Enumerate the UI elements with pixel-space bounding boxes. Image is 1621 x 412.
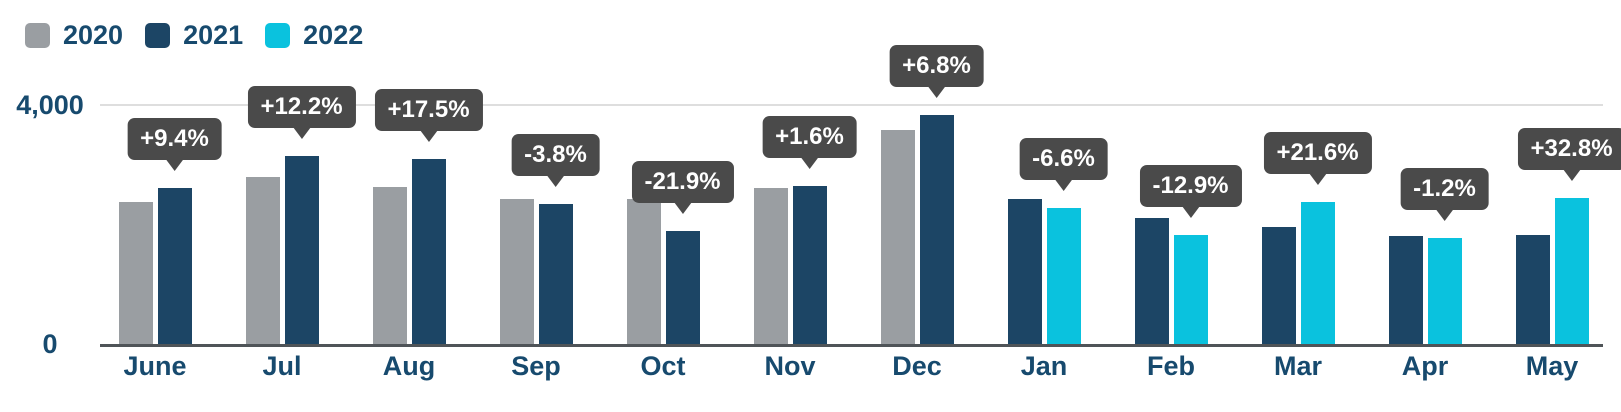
x-tick-jan: Jan xyxy=(1020,351,1068,381)
annotation-label: +21.6% xyxy=(1263,132,1372,175)
chart-legend: 2020 2021 2022 xyxy=(25,22,363,49)
x-axis-line xyxy=(100,344,1603,347)
x-tick-june: June xyxy=(123,351,187,381)
y-tick-0: 0 xyxy=(42,329,58,359)
bar-feb-2021[interactable] xyxy=(1134,218,1169,345)
annotation-dec: +6.8% xyxy=(889,44,984,98)
bar-sep-2021[interactable] xyxy=(538,204,573,345)
bar-sep-2020[interactable] xyxy=(499,198,534,345)
annotation-arrow-icon xyxy=(673,201,692,214)
bar-oct-2020[interactable] xyxy=(626,198,661,345)
bar-dec-2020[interactable] xyxy=(880,129,915,345)
annotation-aug: +17.5% xyxy=(374,88,483,142)
legend-item-2021[interactable]: 2021 xyxy=(145,22,243,49)
annotation-arrow-icon xyxy=(1308,173,1327,186)
annotation-jan: -6.6% xyxy=(1019,138,1108,192)
annotation-arrow-icon xyxy=(1435,208,1454,221)
bar-feb-2022[interactable] xyxy=(1173,234,1208,345)
annotation-feb: -12.9% xyxy=(1139,164,1242,218)
annotation-label: -1.2% xyxy=(1400,167,1489,210)
bar-nov-2021[interactable] xyxy=(792,185,827,345)
bar-apr-2022[interactable] xyxy=(1427,237,1462,345)
annotation-arrow-icon xyxy=(1054,179,1073,192)
annotation-label: +9.4% xyxy=(127,118,222,161)
x-tick-aug: Aug xyxy=(382,351,436,381)
bar-jan-2021[interactable] xyxy=(1007,198,1042,345)
annotation-label: +17.5% xyxy=(374,88,483,131)
annotation-sep: -3.8% xyxy=(511,134,600,188)
annotation-june: +9.4% xyxy=(127,118,222,172)
annotation-arrow-icon xyxy=(1562,169,1581,182)
bar-jan-2022[interactable] xyxy=(1046,208,1081,345)
bar-jul-2021[interactable] xyxy=(284,156,319,345)
annotation-label: +6.8% xyxy=(889,44,984,87)
annotation-label: +1.6% xyxy=(762,115,857,158)
x-tick-apr: Apr xyxy=(1401,351,1449,381)
annotation-label: +12.2% xyxy=(247,86,356,129)
legend-swatch-2021 xyxy=(145,23,171,48)
x-tick-may: May xyxy=(1525,351,1579,381)
annotation-label: -3.8% xyxy=(511,134,600,177)
annotation-arrow-icon xyxy=(546,175,565,188)
annotation-label: -6.6% xyxy=(1019,138,1108,181)
gridline-4000 xyxy=(100,104,1603,106)
bar-jul-2020[interactable] xyxy=(245,176,280,345)
annotation-arrow-icon xyxy=(419,129,438,142)
annotation-jul: +12.2% xyxy=(247,86,356,140)
legend-swatch-2020 xyxy=(25,23,50,48)
x-tick-oct: Oct xyxy=(640,351,686,381)
bar-may-2022[interactable] xyxy=(1554,198,1589,345)
x-tick-mar: Mar xyxy=(1273,351,1322,381)
x-tick-sep: Sep xyxy=(511,351,561,381)
annotation-oct: -21.9% xyxy=(631,160,734,214)
annotation-arrow-icon xyxy=(800,156,819,169)
legend-label-2022: 2022 xyxy=(303,20,364,50)
annotation-nov: +1.6% xyxy=(762,115,857,169)
bar-may-2021[interactable] xyxy=(1515,234,1550,345)
x-tick-feb: Feb xyxy=(1146,351,1195,381)
bar-apr-2021[interactable] xyxy=(1388,236,1423,345)
bar-dec-2021[interactable] xyxy=(919,114,954,345)
annotation-arrow-icon xyxy=(292,127,311,140)
annotation-arrow-icon xyxy=(1181,205,1200,218)
bar-aug-2020[interactable] xyxy=(372,186,407,345)
annotation-label: -12.9% xyxy=(1139,164,1242,207)
y-tick-4000: 4,000 xyxy=(16,90,84,120)
legend-item-2020[interactable]: 2020 xyxy=(25,22,123,49)
annotation-label: -21.9% xyxy=(631,160,734,203)
x-tick-dec: Dec xyxy=(892,351,942,381)
legend-label-2020: 2020 xyxy=(63,20,124,50)
annotation-arrow-icon xyxy=(927,85,946,98)
bar-aug-2021[interactable] xyxy=(411,158,446,345)
bar-mar-2021[interactable] xyxy=(1261,227,1296,345)
x-tick-nov: Nov xyxy=(764,351,816,381)
bar-june-2020[interactable] xyxy=(118,201,153,345)
bar-nov-2020[interactable] xyxy=(753,188,788,345)
bar-oct-2021[interactable] xyxy=(665,230,700,345)
annotation-label: +32.8% xyxy=(1517,128,1621,171)
legend-label-2021: 2021 xyxy=(183,20,244,50)
bar-june-2021[interactable] xyxy=(157,188,192,345)
legend-swatch-2022 xyxy=(265,23,291,48)
bar-mar-2022[interactable] xyxy=(1300,202,1335,345)
legend-item-2022[interactable]: 2022 xyxy=(265,22,363,49)
annotation-mar: +21.6% xyxy=(1263,132,1372,186)
x-tick-jul: Jul xyxy=(262,351,302,381)
annotation-apr: -1.2% xyxy=(1400,167,1489,221)
annotation-arrow-icon xyxy=(165,159,184,172)
annotation-may: +32.8% xyxy=(1517,128,1621,182)
